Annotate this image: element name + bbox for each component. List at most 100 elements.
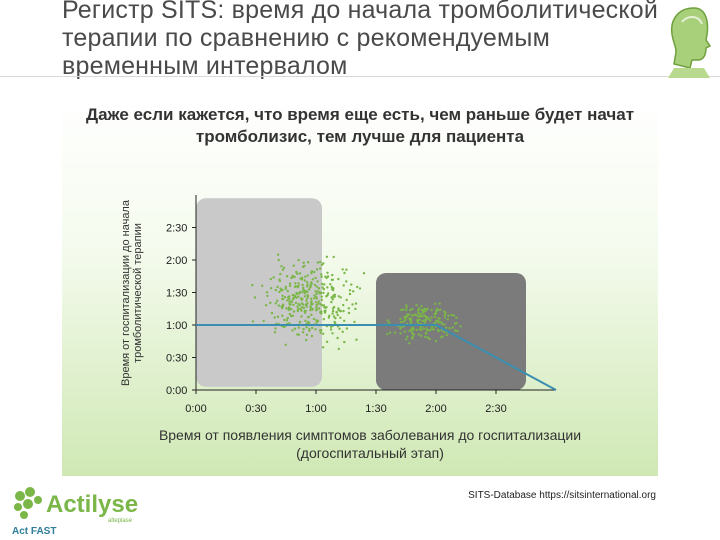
data-point — [266, 294, 269, 298]
data-point — [355, 338, 358, 341]
data-point — [289, 314, 293, 318]
data-point — [274, 302, 278, 305]
data-point — [332, 305, 336, 309]
data-point — [278, 290, 281, 294]
data-point — [410, 328, 413, 331]
data-point — [280, 265, 283, 268]
data-point — [434, 311, 438, 314]
data-point — [286, 316, 289, 320]
data-point — [429, 319, 432, 322]
data-point — [283, 296, 287, 299]
data-point — [284, 285, 287, 289]
data-point — [354, 307, 357, 311]
data-point — [339, 316, 342, 319]
data-point — [323, 305, 326, 309]
x-axis-label: Время от появления симптомов заболевания… — [158, 427, 582, 461]
brand-small: alteplase — [108, 518, 133, 524]
data-point — [325, 295, 328, 298]
data-point — [251, 283, 254, 287]
data-point — [434, 339, 438, 343]
data-point — [281, 297, 285, 301]
data-point — [293, 275, 296, 279]
data-point — [306, 297, 309, 300]
data-point — [422, 310, 426, 313]
data-point — [296, 305, 299, 308]
data-point — [455, 321, 458, 325]
data-point — [305, 326, 308, 329]
data-point — [281, 294, 284, 297]
data-point — [309, 308, 312, 312]
data-point — [408, 329, 411, 333]
data-point — [302, 306, 306, 310]
data-point — [286, 289, 289, 293]
data-point — [292, 310, 296, 313]
data-point — [323, 310, 326, 313]
data-point — [437, 308, 440, 312]
data-point — [291, 314, 295, 317]
data-point — [317, 307, 321, 310]
data-point — [321, 332, 325, 335]
data-point — [428, 329, 432, 332]
data-point — [337, 307, 340, 310]
data-point — [290, 300, 293, 304]
data-point — [273, 331, 277, 334]
data-point — [305, 280, 309, 284]
data-point — [299, 277, 302, 280]
x-tick-label: 0:00 — [185, 403, 206, 415]
data-point — [306, 274, 309, 277]
data-point — [451, 326, 455, 329]
data-point — [294, 285, 297, 288]
data-point — [274, 288, 277, 292]
y-tick-label: 0:30 — [166, 353, 187, 365]
data-point — [316, 290, 319, 293]
data-point — [300, 302, 303, 305]
data-point — [430, 325, 434, 329]
data-point — [292, 303, 295, 306]
data-point — [283, 318, 286, 322]
data-point — [320, 295, 323, 298]
data-point — [430, 308, 433, 312]
data-point — [261, 284, 264, 287]
data-point — [437, 319, 440, 323]
data-point — [297, 284, 300, 288]
data-point — [405, 306, 408, 309]
data-point — [362, 272, 366, 275]
data-point — [314, 276, 317, 280]
data-point — [279, 272, 282, 276]
data-point — [331, 288, 335, 292]
data-point — [291, 329, 294, 332]
data-point — [324, 275, 327, 278]
data-point — [441, 335, 444, 338]
data-point — [437, 329, 440, 333]
data-point — [335, 311, 338, 314]
data-point — [327, 292, 330, 295]
data-point — [343, 340, 346, 344]
data-point — [308, 327, 311, 331]
title-divider — [0, 76, 720, 77]
data-point — [300, 309, 303, 312]
data-point — [288, 297, 291, 301]
data-point — [447, 314, 450, 317]
data-point — [322, 318, 325, 321]
data-point — [306, 295, 310, 298]
data-point — [295, 292, 299, 296]
data-point — [336, 313, 339, 317]
data-point — [399, 332, 402, 335]
data-point — [308, 288, 311, 291]
data-point — [274, 327, 277, 330]
data-point — [409, 321, 413, 324]
source-note: SITS-Database https://sitsinternational.… — [468, 490, 656, 501]
data-point — [442, 330, 446, 334]
data-point — [358, 287, 362, 290]
x-tick-label: 2:00 — [425, 403, 446, 415]
data-point — [315, 303, 318, 307]
data-point — [332, 294, 335, 297]
data-point — [320, 282, 324, 286]
data-point — [443, 316, 446, 319]
data-point — [456, 329, 459, 333]
data-point — [310, 313, 313, 316]
data-point — [418, 318, 421, 321]
data-point — [334, 322, 337, 325]
data-point — [276, 285, 279, 289]
data-point — [416, 315, 420, 318]
